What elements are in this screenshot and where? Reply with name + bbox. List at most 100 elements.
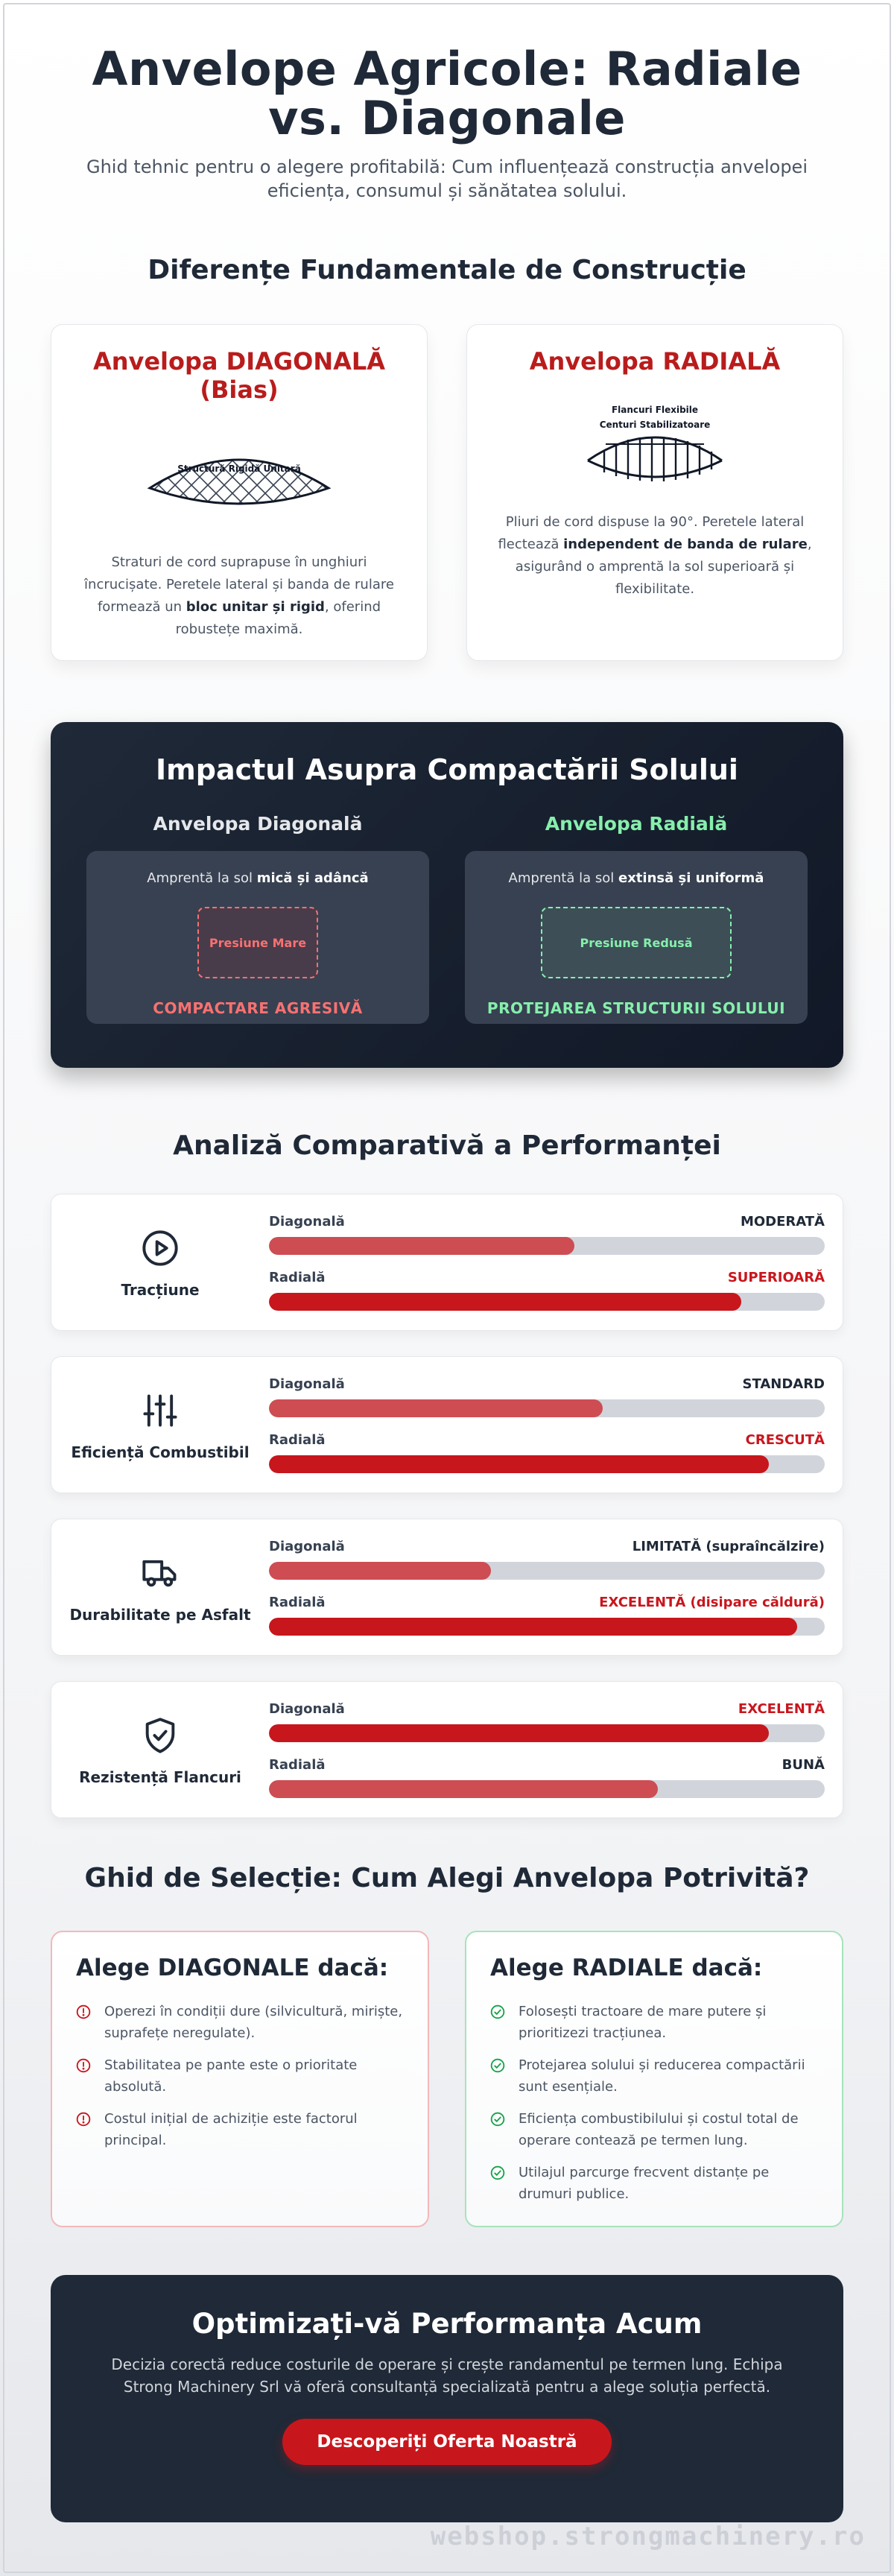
- radial-guide-title: Alege RADIALE dacă:: [490, 1955, 763, 1981]
- diagonal-construction-card: Anvelopa DIAGONALĂ (Bias) Structură Rigi…: [51, 324, 428, 661]
- compaction-title: Impactul Asupra Compactării Solului: [156, 753, 738, 786]
- bar-tire-name: Radială: [269, 1432, 326, 1448]
- bar-fill: [269, 1399, 603, 1417]
- guide-list-item: Eficiența combustibilului și costul tota…: [490, 2108, 818, 2151]
- performance-bar-row: Radială EXCELENTĂ (disipare căldură): [269, 1595, 825, 1636]
- performance-label: Eficiență Combustibil: [71, 1443, 250, 1461]
- performance-card: Eficiență Combustibil Diagonală STANDARD Ra…: [51, 1356, 843, 1493]
- bar-track: [269, 1237, 825, 1255]
- guide-list-item: Folosești tractoare de mare putere și pr…: [490, 2001, 818, 2044]
- radial-guide-list: Folosești tractoare de mare putere și pr…: [490, 2001, 818, 2205]
- high-pressure-zone: Presiune Mare: [197, 907, 318, 978]
- bar-fill: [269, 1724, 770, 1742]
- performance-label: Tracțiune: [121, 1281, 200, 1299]
- compaction-radial-verdict: PROTEJAREA STRUCTURII SOLULUI: [486, 999, 786, 1017]
- guide-item-text: Folosești tractoare de mare putere și pr…: [519, 2004, 767, 2041]
- bar-fill: [269, 1618, 797, 1636]
- diagonal-guide-list: Operezi în condiții dure (silvicultură, …: [76, 2001, 404, 2151]
- guide-item-text: Utilajul parcurge frecvent distanțe pe d…: [519, 2165, 770, 2202]
- shield-check-icon: [51, 1713, 269, 1758]
- radial-structure-diagram: Flancuri Flexibile Centuri Stabilizatoar…: [492, 392, 817, 504]
- performance-bars: Diagonală STANDARD Radială CRESCUTĂ: [269, 1376, 825, 1473]
- bar-rating-value: MODERATĂ: [740, 1214, 825, 1230]
- bar-rating-value: SUPERIOARĂ: [727, 1270, 825, 1285]
- performance-card: Rezistență Flancuri Diagonală EXCELENTĂ Rad…: [51, 1681, 843, 1818]
- bar-tire-name: Diagonală: [269, 1539, 345, 1554]
- bar-rating-value: STANDARD: [742, 1376, 825, 1392]
- bar-fill: [269, 1562, 492, 1580]
- performance-label: Rezistență Flancuri: [79, 1768, 241, 1786]
- radial-card-description: Pliuri de cord dispuse la 90°. Peretele …: [498, 514, 812, 597]
- performance-bar-row: Diagonală EXCELENTĂ: [269, 1701, 825, 1742]
- radial-card-title: Anvelopa RADIALĂ: [529, 347, 781, 376]
- diagonal-card-title: Anvelopa DIAGONALĂ (Bias): [92, 347, 386, 404]
- bar-rating-value: BUNĂ: [782, 1757, 825, 1773]
- performance-bar-row: Diagonală STANDARD: [269, 1376, 825, 1417]
- compaction-radial-column: Anvelopa Radială Amprentă la sol extinsă…: [465, 813, 808, 1024]
- compaction-diagonal-footprint: Amprentă la sol mică și adâncă: [147, 870, 369, 886]
- guide-list-item: Operezi în condiții dure (silvicultură, …: [76, 2001, 404, 2044]
- cta-title: Optimizați-vă Performanța Acum: [191, 2308, 703, 2340]
- check-circle-icon: [490, 2108, 519, 2151]
- performance-bars: Diagonală LIMITATĂ (supraîncălzire) Radial…: [269, 1539, 825, 1636]
- bar-fill: [269, 1780, 659, 1798]
- cta-section: Optimizați-vă Performanța Acum Decizia c…: [51, 2275, 843, 2522]
- guide-item-text: Operezi în condiții dure (silvicultură, …: [104, 2004, 403, 2041]
- guide-list-item: Stabilitatea pe pante este o prioritate …: [76, 2054, 404, 2098]
- guide-item-text: Costul inițial de achiziție este factoru…: [104, 2111, 358, 2148]
- bar-fill: [269, 1237, 575, 1255]
- performance-bars: Diagonală MODERATĂ Radială SUPERIOARĂ: [269, 1214, 825, 1311]
- bar-track: [269, 1399, 825, 1417]
- performance-bar-row: Radială BUNĂ: [269, 1757, 825, 1798]
- page-subtitle: Ghid tehnic pentru o alegere profitabilă…: [86, 156, 808, 201]
- performance-label: Durabilitate pe Asfalt: [69, 1606, 251, 1624]
- bar-tire-name: Diagonală: [269, 1376, 345, 1392]
- construction-title: Diferențe Fundamentale de Construcție: [148, 255, 746, 285]
- diagonal-card-description: Straturi de cord suprapuse în unghiuri î…: [84, 554, 394, 637]
- diagonal-guide-title: Alege DIAGONALE dacă:: [76, 1955, 389, 1981]
- offer-button[interactable]: Descoperiți Oferta Noastră: [282, 2419, 612, 2465]
- performance-bar-row: Diagonală MODERATĂ: [269, 1214, 825, 1255]
- performance-bar-row: Radială CRESCUTĂ: [269, 1432, 825, 1473]
- bar-fill: [269, 1293, 742, 1311]
- bar-track: [269, 1780, 825, 1798]
- diagonal-structure-diagram: Structură Rigidă Unitară: [77, 425, 402, 537]
- check-circle-icon: [490, 2001, 519, 2044]
- guide-title: Ghid de Selecție: Cum Alegi Anvelopa Pot…: [84, 1863, 810, 1893]
- bar-tire-name: Radială: [269, 1757, 326, 1773]
- cta-text: Decizia corectă reduce costurile de oper…: [111, 2355, 783, 2396]
- sliders-icon: [51, 1388, 269, 1433]
- radial-diagram-label-flanks: Flancuri Flexibile: [612, 405, 698, 415]
- performance-bar-row: Diagonală LIMITATĂ (supraîncălzire): [269, 1539, 825, 1580]
- bar-rating-value: CRESCUTĂ: [745, 1432, 825, 1448]
- performance-card-header: Eficiență Combustibil: [51, 1388, 269, 1461]
- compaction-diagonal-column: Anvelopa Diagonală Amprentă la sol mică …: [86, 813, 429, 1024]
- performance-title: Analiză Comparativă a Performanței: [173, 1130, 721, 1161]
- bar-track: [269, 1724, 825, 1742]
- performance-bars: Diagonală EXCELENTĂ Radială BUNĂ: [269, 1701, 825, 1798]
- performance-card: Durabilitate pe Asfalt Diagonală LIMITATĂ …: [51, 1519, 843, 1656]
- compaction-diagonal-panel: Amprentă la sol mică și adâncă Presiune …: [86, 851, 429, 1024]
- bar-rating-value: LIMITATĂ (supraîncălzire): [632, 1539, 825, 1554]
- alert-circle-icon: [76, 2054, 104, 2098]
- guide-list-item: Costul inițial de achiziție este factoru…: [76, 2108, 404, 2151]
- check-circle-icon: [490, 2162, 519, 2205]
- bar-track: [269, 1455, 825, 1473]
- low-pressure-zone: Presiune Redusă: [541, 907, 732, 978]
- guide-item-text: Eficiența combustibilului și costul tota…: [519, 2111, 799, 2148]
- page-title: Anvelope Agricole: Radiale vs. Diagonale: [92, 42, 802, 145]
- diagonal-diagram-label: Structură Rigidă Unitară: [177, 463, 301, 474]
- check-circle-icon: [490, 2054, 519, 2098]
- construction-section: Diferențe Fundamentale de Construcție An…: [51, 255, 843, 661]
- diagonal-guide-card: Alege DIAGONALE dacă: Operezi în condiți…: [51, 1931, 429, 2227]
- performance-card-header: Rezistență Flancuri: [51, 1713, 269, 1786]
- bar-track: [269, 1618, 825, 1636]
- bar-tire-name: Radială: [269, 1270, 326, 1285]
- compaction-radial-heading: Anvelopa Radială: [545, 813, 728, 835]
- page-content: Anvelope Agricole: Radiale vs. Diagonale…: [51, 0, 843, 2522]
- alert-circle-icon: [76, 2108, 104, 2151]
- performance-card-header: Tracțiune: [51, 1226, 269, 1299]
- bar-track: [269, 1293, 825, 1311]
- bar-fill: [269, 1455, 770, 1473]
- guide-list-item: Utilajul parcurge frecvent distanțe pe d…: [490, 2162, 818, 2205]
